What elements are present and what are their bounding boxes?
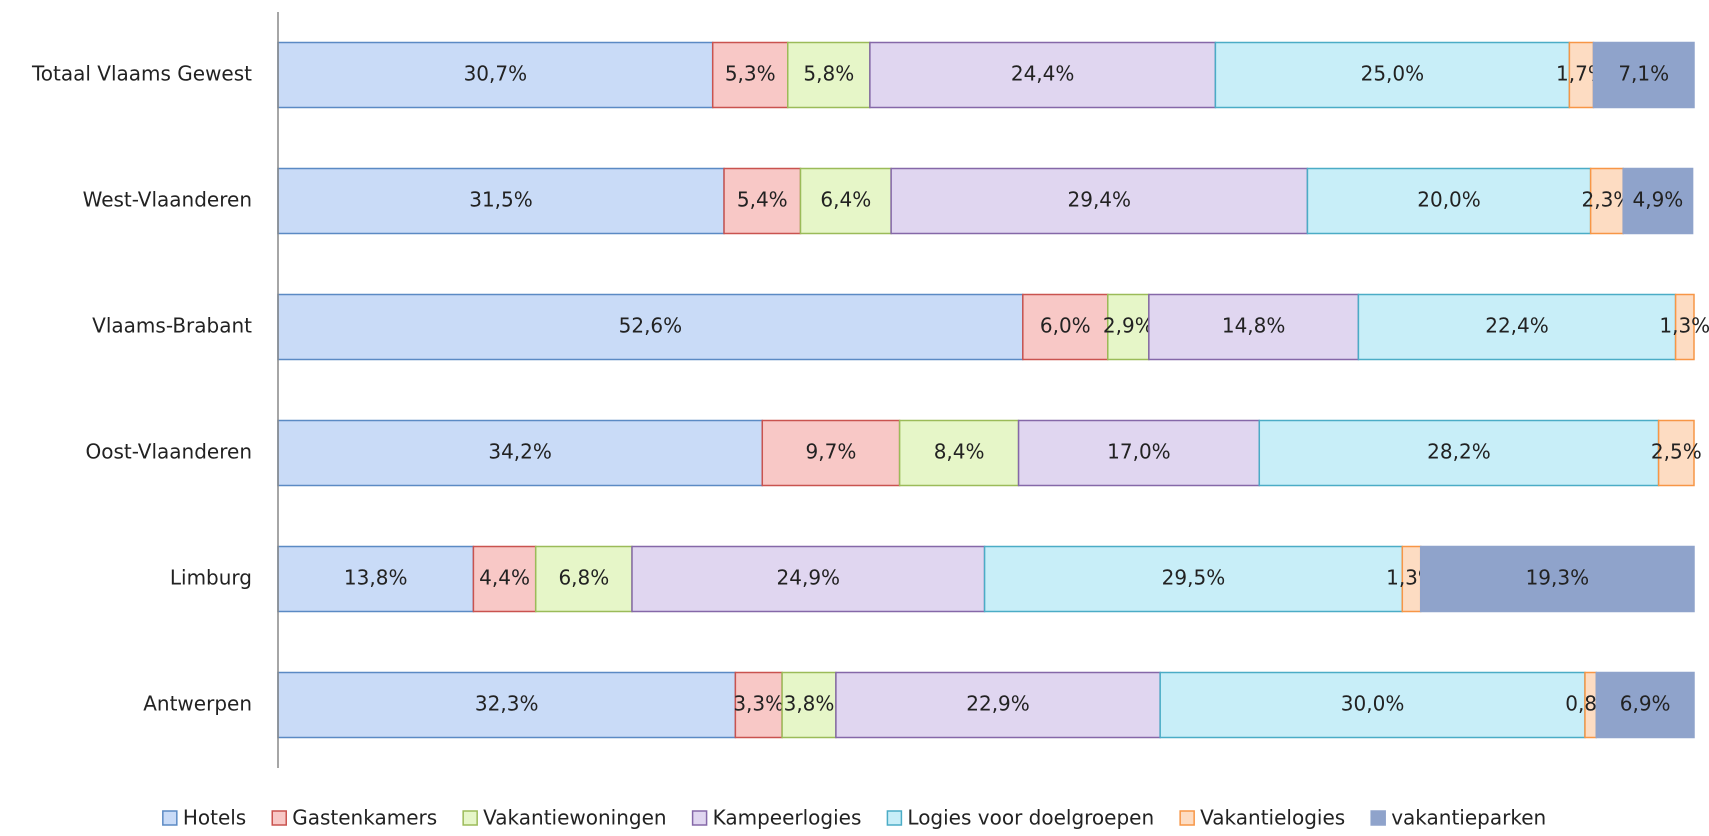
data-label: 22,4% xyxy=(1485,314,1549,338)
data-label: 4,4% xyxy=(479,566,530,590)
data-label: 24,9% xyxy=(777,566,841,590)
bar-segment xyxy=(734,671,783,739)
bar-segment xyxy=(1595,671,1695,739)
bar-segment xyxy=(1306,167,1592,235)
bar-segment xyxy=(1258,419,1660,487)
data-label: 2,5% xyxy=(1651,440,1702,464)
legend-label: Logies voor doelgroepen xyxy=(907,806,1154,830)
data-label: 28,2% xyxy=(1427,440,1491,464)
legend-swatch xyxy=(271,810,287,826)
data-label: 29,5% xyxy=(1162,566,1226,590)
bar-segment xyxy=(761,419,901,487)
bar-segment xyxy=(534,545,633,613)
bar-segment xyxy=(869,41,1217,109)
legend-label: Vakantielogies xyxy=(1200,806,1345,830)
bar-segment xyxy=(835,671,1161,739)
legend-label: vakantieparken xyxy=(1391,806,1546,830)
legend-swatch xyxy=(1370,810,1386,826)
legend-label: Vakantiewoningen xyxy=(483,806,666,830)
data-label: 52,6% xyxy=(619,314,683,338)
data-label: 20,0% xyxy=(1417,188,1481,212)
bar-segment xyxy=(799,167,892,235)
y-tick-label: Limburg xyxy=(170,566,252,590)
y-tick-label: Vlaams-Brabant xyxy=(92,314,252,338)
bar-segment xyxy=(1592,41,1695,109)
data-label: 29,4% xyxy=(1068,188,1132,212)
bar-segment xyxy=(1657,419,1695,487)
data-label: 3,3% xyxy=(733,692,784,716)
bar-segment xyxy=(711,41,789,109)
legend-label: Gastenkamers xyxy=(292,806,437,830)
data-label: 5,4% xyxy=(737,188,788,212)
legend-label: Kampeerlogies xyxy=(713,806,862,830)
bar-segment xyxy=(983,545,1404,613)
data-label: 6,0% xyxy=(1040,314,1091,338)
bar-segment xyxy=(1214,41,1571,109)
data-label: 17,0% xyxy=(1107,440,1171,464)
data-label: 30,7% xyxy=(464,62,528,86)
legend-swatch xyxy=(462,810,478,826)
data-label: 13,8% xyxy=(344,566,408,590)
data-label: 9,7% xyxy=(806,440,857,464)
y-tick-label: Oost-Vlaanderen xyxy=(86,440,252,464)
bar-segment xyxy=(472,545,537,613)
y-tick-label: Antwerpen xyxy=(143,692,252,716)
data-label: 25,0% xyxy=(1361,62,1425,86)
bar-segment xyxy=(1589,167,1624,235)
bar-segment xyxy=(277,671,737,739)
data-label: 32,3% xyxy=(475,692,539,716)
bar-segment xyxy=(1159,671,1586,739)
data-label: 22,9% xyxy=(966,692,1030,716)
bar-segment xyxy=(1419,545,1695,613)
data-label: 6,8% xyxy=(558,566,609,590)
data-label: 14,8% xyxy=(1222,314,1286,338)
legend-swatch xyxy=(691,810,708,826)
data-label: 3,8% xyxy=(784,692,835,716)
bar-segment xyxy=(1622,167,1694,235)
data-label: 1,3% xyxy=(1659,314,1709,338)
y-tick-label: West-Vlaanderen xyxy=(83,188,252,212)
data-label: 6,4% xyxy=(820,188,871,212)
bar-segment xyxy=(890,167,1309,235)
data-label: 31,5% xyxy=(469,188,533,212)
bar-segment xyxy=(277,41,714,109)
data-label: 8,4% xyxy=(934,440,985,464)
data-label: 34,2% xyxy=(488,440,552,464)
legend-swatch xyxy=(1179,810,1195,826)
data-label: 5,8% xyxy=(803,62,854,86)
bar-segment xyxy=(898,419,1020,487)
data-label: 30,0% xyxy=(1341,692,1405,716)
data-label: 2,9% xyxy=(1103,314,1154,338)
bar-segment xyxy=(1568,41,1595,109)
bar-segment xyxy=(787,41,871,109)
y-tick-label: Totaal Vlaams Gewest xyxy=(31,62,252,86)
data-label: 24,4% xyxy=(1011,62,1075,86)
bar-segment xyxy=(277,545,475,613)
data-label: 5,3% xyxy=(725,62,776,86)
legend-swatch xyxy=(162,810,178,826)
bar-segment xyxy=(1107,293,1150,361)
bar-segment xyxy=(1674,293,1695,361)
data-label: 19,3% xyxy=(1526,566,1590,590)
bar-segment xyxy=(723,167,802,235)
legend-swatch xyxy=(886,810,903,826)
data-label: 4,9% xyxy=(1632,188,1683,212)
bar-segment xyxy=(1017,419,1261,487)
bar-segment xyxy=(1148,293,1360,361)
legend-label: Hotels xyxy=(183,806,246,830)
data-label: 6,9% xyxy=(1620,692,1671,716)
data-label: 7,1% xyxy=(1618,62,1669,86)
